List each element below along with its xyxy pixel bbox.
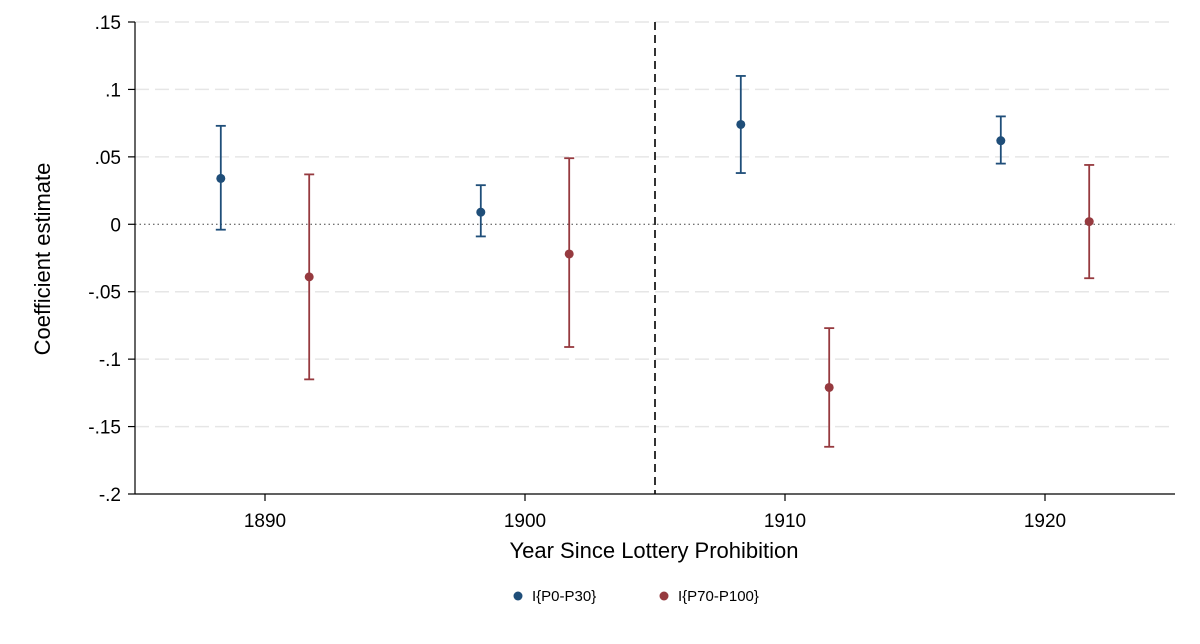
y-tick-label: .1 [105,80,121,101]
series-group [304,157,1095,448]
data-point [216,173,226,183]
y-tick-label: -.2 [99,485,121,506]
data-point [476,207,486,217]
x-tick-label: 1910 [764,511,806,532]
y-tick-label: -.15 [88,418,121,439]
x-tick-label: 1890 [244,511,286,532]
legend-marker [659,591,669,601]
y-tick-label: -.05 [88,283,121,304]
data-point [736,119,746,129]
legend-marker [513,591,523,601]
x-tick-label: 1900 [504,511,546,532]
legend-label: I{P70-P100} [678,588,759,605]
data-series [215,75,1095,448]
data-point [824,382,834,392]
data-point [996,136,1006,146]
x-tick-label: 1920 [1024,511,1066,532]
legend-label: I{P0-P30} [532,588,596,605]
x-axis-title: Year Since Lottery Prohibition [509,538,798,563]
axes [128,21,1175,501]
y-tick-label: .05 [95,148,121,169]
legend: I{P0-P30} I{P70-P100} [513,588,759,605]
y-tick-label: .15 [95,13,121,34]
y-tick-label: -.1 [99,350,121,371]
data-point [304,272,314,282]
tick-labels: -.2 -.15 -.1 -.05 0 .05 .1 .15 1890 1900 1910 1920 [88,13,1066,532]
data-point [564,249,574,259]
data-point [1084,217,1094,227]
y-axis-title: Coefficient estimate [30,163,55,356]
series-group [215,75,1006,238]
reference-lines [135,22,1175,494]
y-tick-label: 0 [110,215,121,236]
